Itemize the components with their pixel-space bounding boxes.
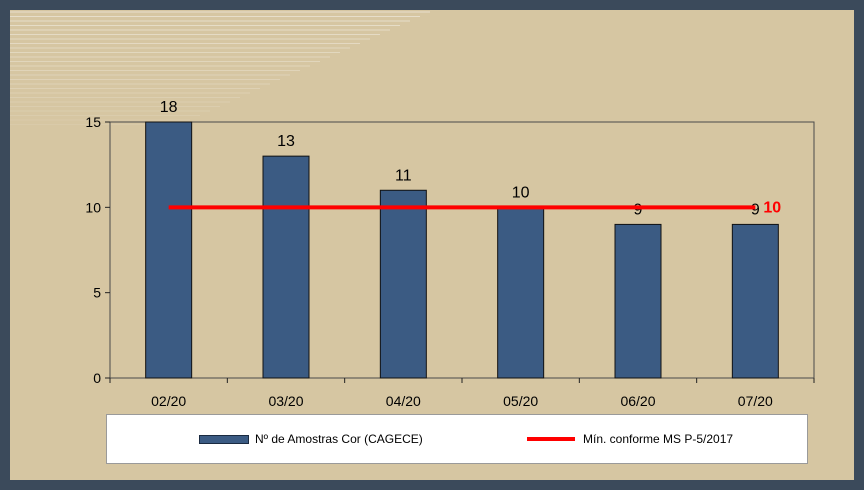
x-tick-label: 05/20 bbox=[503, 393, 538, 409]
x-tick-label: 02/20 bbox=[151, 393, 186, 409]
legend-swatch-bars bbox=[199, 434, 249, 444]
chart-area: 0 5 10 15 18 02/20 13 03/20 11 04/20 10 05/20 9 06/20… bbox=[10, 10, 854, 480]
bar-03/20 bbox=[262, 155, 310, 379]
legend-label-bars: Nº de Amostras Cor (CAGECE) bbox=[255, 432, 423, 446]
line-data-label: 10 bbox=[763, 199, 781, 216]
bar-data-label: 11 bbox=[395, 167, 412, 184]
bar-data-label: 18 bbox=[160, 99, 178, 116]
bar-04/20 bbox=[379, 189, 427, 379]
y-tick-label: 10 bbox=[85, 199, 101, 215]
bar-line-chart: 0 5 10 15 18 02/20 13 03/20 11 04/20 10 05/20 9 06/20… bbox=[10, 11, 815, 409]
legend-item-bars: Nº de Amostras Cor (CAGECE) bbox=[199, 432, 423, 446]
bar-data-label: 10 bbox=[512, 184, 530, 201]
legend: Nº de Amostras Cor (CAGECE) Mín. conform… bbox=[106, 414, 808, 464]
plot-border bbox=[109, 121, 815, 379]
legend-item-line: Mín. conforme MS P-5/2017 bbox=[527, 432, 733, 446]
bar-data-label: 9 bbox=[751, 201, 760, 218]
x-tick-label: 07/20 bbox=[738, 393, 773, 409]
bar-02/20 bbox=[145, 121, 193, 379]
bar-05/20 bbox=[497, 206, 545, 379]
bar-data-label: 9 bbox=[634, 201, 643, 218]
y-tick-label: 15 bbox=[85, 114, 101, 130]
x-tick-label: 04/20 bbox=[386, 393, 421, 409]
x-tick-label: 03/20 bbox=[268, 393, 303, 409]
legend-swatch-line bbox=[527, 437, 575, 441]
y-tick-label: 0 bbox=[93, 370, 101, 386]
y-tick-label: 5 bbox=[93, 285, 101, 301]
bar-06/20 bbox=[614, 223, 662, 379]
bar-07/20 bbox=[731, 223, 779, 379]
bar-data-label: 13 bbox=[277, 133, 295, 150]
x-tick-label: 06/20 bbox=[620, 393, 655, 409]
legend-label-line: Mín. conforme MS P-5/2017 bbox=[583, 432, 734, 446]
